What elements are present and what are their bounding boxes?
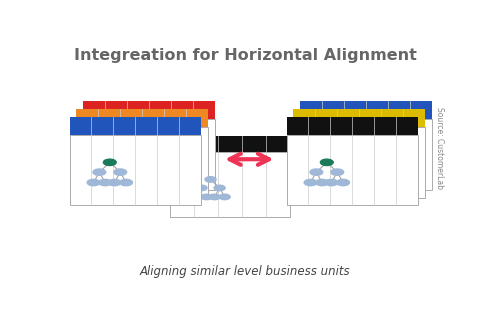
Ellipse shape [103, 159, 116, 166]
Ellipse shape [321, 159, 333, 166]
Ellipse shape [316, 179, 329, 186]
Text: Aligning similar level business units: Aligning similar level business units [140, 265, 351, 278]
Bar [77, 109, 208, 127]
Ellipse shape [87, 179, 100, 186]
Ellipse shape [310, 169, 323, 175]
Bar [77, 127, 208, 198]
Ellipse shape [114, 169, 126, 175]
Bar [300, 119, 432, 190]
Ellipse shape [325, 179, 338, 186]
Ellipse shape [337, 179, 349, 186]
Ellipse shape [205, 177, 216, 182]
Ellipse shape [191, 194, 202, 200]
Bar [293, 109, 425, 127]
Ellipse shape [331, 169, 344, 175]
Bar [83, 119, 215, 190]
Bar [287, 135, 418, 205]
Bar [170, 136, 290, 152]
Bar [170, 152, 290, 217]
Ellipse shape [304, 179, 317, 186]
Ellipse shape [196, 185, 207, 191]
Ellipse shape [214, 185, 225, 191]
Bar [300, 101, 432, 119]
Ellipse shape [99, 179, 112, 186]
Bar [287, 117, 418, 135]
Bar [70, 117, 201, 135]
Ellipse shape [209, 194, 220, 200]
Text: Integreation for Horizontal Alignment: Integreation for Horizontal Alignment [74, 48, 417, 63]
Ellipse shape [201, 194, 212, 200]
Ellipse shape [219, 194, 230, 200]
Bar [70, 135, 201, 205]
Bar [83, 101, 215, 119]
Text: Source: CustomerLab: Source: CustomerLab [435, 107, 444, 189]
Bar [293, 127, 425, 198]
Text: Corporate
Strategy
map/
Scorecard: Corporate Strategy map/ Scorecard [296, 150, 352, 202]
Ellipse shape [120, 179, 132, 186]
Ellipse shape [108, 179, 121, 186]
Ellipse shape [93, 169, 106, 175]
